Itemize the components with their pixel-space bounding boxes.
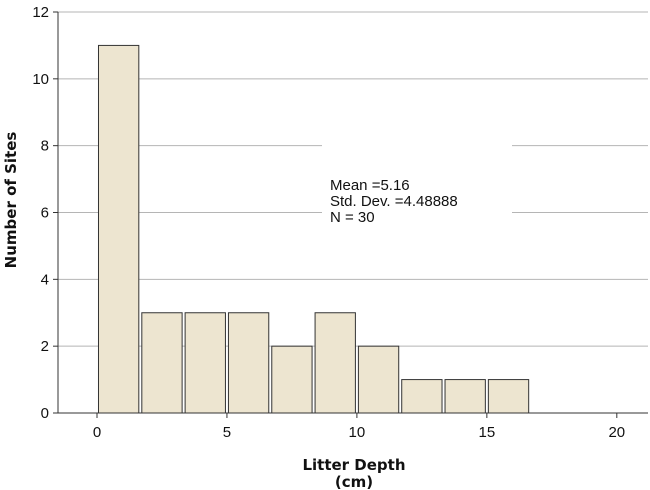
x-tick-label-15: 15 bbox=[479, 424, 496, 441]
y-axis-ticks: 0 2 4 6 8 10 12 bbox=[32, 4, 58, 422]
histogram-bar-9 bbox=[444, 379, 486, 414]
x-tick-label-10: 10 bbox=[349, 424, 366, 441]
stats-background bbox=[322, 135, 512, 230]
x-axis-ticks: 0 5 10 15 20 bbox=[93, 413, 625, 441]
histogram-bar-8 bbox=[401, 379, 443, 414]
histogram-bar-5 bbox=[271, 345, 313, 414]
x-axis-title: Litter Depth bbox=[302, 456, 405, 474]
histogram-bar-4 bbox=[227, 312, 270, 414]
histogram-bar-2 bbox=[141, 312, 183, 414]
y-tick-label-4: 4 bbox=[41, 271, 49, 288]
histogram-bars bbox=[97, 44, 530, 414]
y-tick-label-10: 10 bbox=[32, 71, 49, 88]
y-axis-title: Number of Sites bbox=[2, 132, 20, 269]
y-tick-label-12: 12 bbox=[32, 4, 49, 21]
y-tick-label-6: 6 bbox=[41, 205, 49, 222]
stat-n: N = 30 bbox=[330, 209, 375, 226]
y-tick-label-0: 0 bbox=[41, 405, 49, 422]
y-tick-label-8: 8 bbox=[41, 138, 49, 155]
x-axis-unit: (cm) bbox=[335, 473, 373, 490]
y-tick-label-2: 2 bbox=[41, 338, 49, 355]
stat-mean: Mean =5.16 bbox=[330, 177, 410, 194]
histogram-bar-3 bbox=[184, 312, 226, 414]
histogram-bar-7 bbox=[357, 345, 400, 414]
stat-std-dev: Std. Dev. =4.48888 bbox=[330, 193, 458, 210]
histogram-bar-1 bbox=[97, 44, 140, 414]
x-tick-label-20: 20 bbox=[608, 424, 625, 441]
histogram-bar-10 bbox=[487, 379, 530, 414]
x-tick-label-0: 0 bbox=[93, 424, 101, 441]
histogram-bar-6 bbox=[314, 312, 356, 414]
x-tick-label-5: 5 bbox=[223, 424, 231, 441]
